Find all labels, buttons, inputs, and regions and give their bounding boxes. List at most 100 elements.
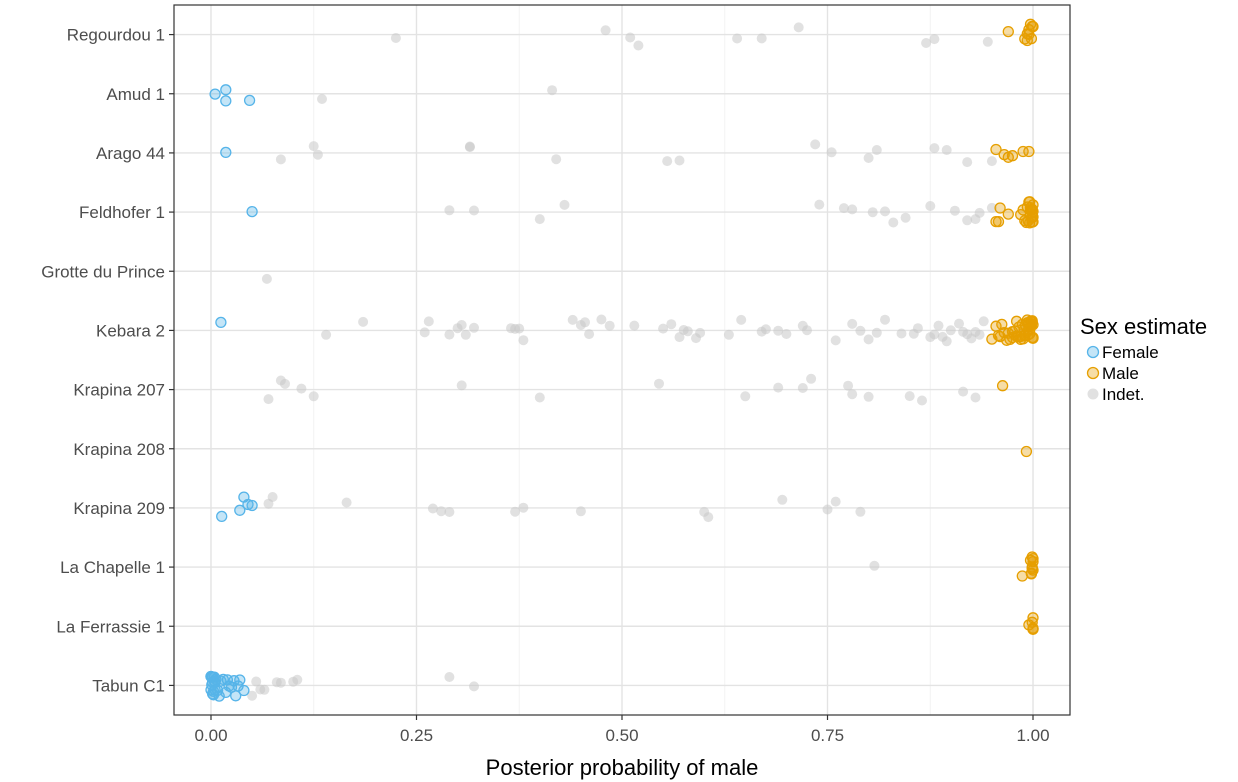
data-point-indet [802,325,812,336]
y-tick-label: La Chapelle 1 [60,558,165,577]
data-point-indet [723,329,734,340]
data-point-indet [826,147,837,158]
data-point-male [992,215,1005,228]
data-point-indet [469,681,479,692]
data-point-indet [797,383,808,393]
data-point-indet [308,391,319,402]
data-point-indet [863,334,874,345]
data-point-male [986,333,998,345]
data-point-indet [658,323,669,334]
data-point-indet [654,378,664,389]
data-point-indet [456,380,467,391]
data-point-indet [986,156,997,167]
data-point-indet [551,154,562,165]
data-point-male [1018,324,1030,336]
data-point-indet [699,506,710,517]
data-point-indet [534,392,545,403]
x-tick-label: 0.75 [811,726,844,745]
data-point-indet [830,496,841,507]
data-point-female [234,504,246,516]
legend: Sex estimate Female Male Indet. [1080,314,1207,404]
data-point-indet [296,383,307,394]
data-point-indet [880,314,890,325]
data-point-male [1027,319,1039,331]
data-point-indet [847,389,858,400]
data-point-indet [584,329,595,340]
data-point-indet [863,153,874,163]
data-point-indet [929,143,940,154]
data-point-indet [251,676,262,687]
data-point-indet [822,504,833,515]
data-point-indet [600,25,611,36]
data-point-indet [267,492,278,502]
data-point-indet [518,502,529,513]
data-point-indet [559,199,570,210]
data-point-male [1026,315,1038,327]
data-point-male [1006,150,1019,162]
data-point-indet [390,33,401,43]
data-point-indet [904,391,915,402]
data-point-indet [896,328,907,339]
y-tick-label: Krapina 207 [73,381,165,400]
data-point-indet [982,36,993,47]
data-point-indet [469,205,479,216]
data-point-female [246,205,258,218]
data-point-indet [456,320,467,330]
y-tick-label: Krapina 208 [73,440,165,459]
data-point-indet [777,494,788,505]
data-point-indet [855,325,866,336]
data-point-indet [760,324,771,335]
data-point-indet [974,329,985,340]
data-point-indet [793,22,804,33]
data-point-male [1002,25,1014,38]
data-point-indet [317,94,327,104]
data-point-indet [280,378,290,389]
data-point-indet [773,325,784,336]
data-point-indet [933,320,944,331]
data-point-indet [921,38,932,48]
data-point-indet [596,314,607,325]
x-axis-title: Posterior probability of male [486,755,759,780]
data-point-indet [847,204,858,215]
data-point-female [238,491,250,503]
data-point-female [220,686,232,699]
data-point-indet [740,391,751,402]
legend-key-male [1086,366,1100,380]
legend-label: Indet. [1102,385,1145,404]
data-point-indet [575,506,586,517]
data-point-female [246,499,258,512]
data-point-indet [970,392,981,403]
data-point-indet [436,506,447,517]
data-point-indet [695,327,706,338]
data-point-indet [275,677,286,688]
data-point-indet [912,323,923,334]
data-point-indet [263,394,274,405]
data-point-indet [666,319,677,330]
data-point-indet [444,329,455,340]
data-point-indet [444,672,455,682]
data-point-indet [625,32,636,43]
legend-title: Sex estimate [1080,314,1207,339]
data-point-indet [247,690,258,701]
data-point-indet [830,335,841,346]
legend-label: Female [1102,343,1159,362]
data-point-indet [847,318,858,329]
data-point-indet [427,503,438,514]
data-point-indet [736,314,747,325]
data-point-indet [945,325,956,336]
y-tick-label: Arago 44 [96,144,165,163]
data-point-indet [444,205,455,216]
data-point-indet [962,157,973,168]
data-point-indet [773,382,784,393]
x-tick-label: 0.00 [194,726,227,745]
data-point-male [996,380,1009,392]
data-point-indet [674,155,685,166]
data-point-male [1027,552,1039,565]
data-point-indet [978,316,989,327]
data-point-indet [900,212,911,223]
data-point-male [1021,28,1033,40]
data-point-indet [341,497,352,508]
data-point-indet [863,391,874,402]
x-tick-label: 0.25 [400,726,433,745]
data-point-indet [580,317,590,328]
